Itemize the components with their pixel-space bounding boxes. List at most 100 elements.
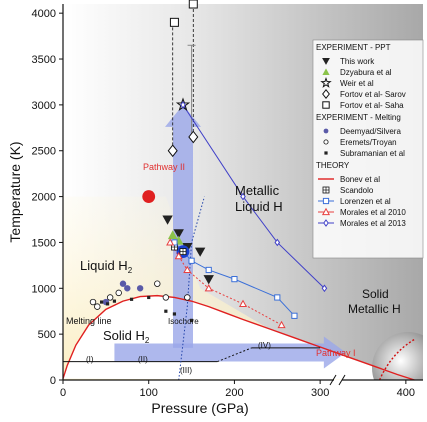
data-point [124,285,131,292]
legend: EXPERIMENT - PPT EXPERIMENT - Melting TH… [312,39,424,259]
data-point [105,302,110,306]
phase-2-label: (II) [138,355,148,364]
melting-line-label: Melting line [66,316,112,326]
square-blue-marker [188,257,195,264]
square-blue-marker [322,197,330,205]
triangle-red-marker [277,320,286,329]
solid-metallic-label-1: Solid [362,287,389,301]
isochore-label: Isochore [168,317,199,326]
square-marker [188,0,198,9]
diamond-blue-marker [274,238,281,247]
small-square-marker [189,318,194,322]
data-point [106,294,114,301]
isochore-line [178,196,205,381]
legend-swatch [322,186,330,194]
legend-label: Eremets/Troyan [340,138,397,147]
data-point [183,265,192,274]
data-point [167,230,178,240]
triangle-down-marker [173,229,184,239]
legend-label: This work [340,57,375,66]
triangle-red-marker [204,284,213,292]
triangle-down-marker [162,215,173,225]
y-tick-label: 0 [50,375,56,387]
legend-box [312,39,424,259]
square-blue-marker [274,294,281,301]
data-point [89,298,97,306]
legend-label: Fortov et al- Sarov [340,90,406,99]
legend-label: Fortov et al- Saha [340,101,404,110]
legend-swatch [323,139,329,145]
x-axis-label: Pressure (GPa) [151,400,248,416]
data-point [164,309,168,313]
legend-label: Bonev et al [340,175,380,184]
data-point [179,248,187,256]
circle-filled-marker [323,128,329,134]
data-point [274,294,281,301]
y-tick-label: 1000 [32,283,56,295]
x-tick-label: 400 [397,387,415,399]
star-marker [320,76,332,88]
diamond-blue-marker [240,192,246,201]
data-point [204,284,213,292]
legend-items: This work Dzyabura et al Weir et al Fortov … [318,57,406,228]
data-point [147,295,151,300]
legend-label: Morales et al 2013 [340,219,406,228]
legend-swatch [322,68,330,75]
phase-1-label: (I) [86,355,94,364]
legend-swatch [322,101,330,109]
small-square-marker [129,297,134,301]
data-point [205,266,212,274]
solid-metallic-boundary [378,338,416,381]
data-point [291,312,298,319]
data-point [142,190,156,203]
x-tick-label: 100 [140,387,158,399]
legend-swatch [322,88,330,100]
x-tick-label: 0 [60,387,66,399]
data-point [169,17,179,27]
phase-4-label: (IV) [258,341,271,350]
square-blue-marker [205,266,212,274]
small-square-marker [105,302,110,306]
x-tick-label: 300 [311,387,329,399]
square-blue-marker [231,276,238,283]
pathway-1-arrow [114,336,346,369]
circle-filled-marker [119,280,127,287]
square-blue-marker [291,312,298,319]
pathway-2-arrow [165,104,201,348]
circle-open-marker [162,294,170,301]
diamond-marker [322,88,330,100]
y-tick-label: 500 [38,329,56,341]
data-point [194,247,206,257]
data-point [238,299,248,307]
y-tick-label: 2000 [32,192,56,204]
y-tick-label: 1500 [32,237,56,249]
circle-filled-marker [136,285,144,292]
circle-open-marker [94,303,101,310]
legend-swatch [320,76,332,88]
data-point [99,300,104,304]
legend-label: Dzyabura et al [340,68,392,77]
triangle-red-marker [321,207,331,216]
circle-open-marker [154,280,161,287]
square-marker [169,17,179,27]
legend-swatch [322,197,330,205]
data-point [231,276,238,283]
small-square-marker [112,299,117,303]
metallic-sphere [372,332,423,380]
circle-open-marker [184,294,191,301]
legend-label: Morales et al 2010 [340,208,406,217]
red-circle-marker [142,190,156,203]
data-point [115,289,122,297]
small-square-marker [164,309,168,313]
small-square-marker [99,300,104,304]
data-point [188,257,195,264]
small-square-marker [147,295,151,300]
legend-header-ppt: EXPERIMENT - PPT [316,43,391,52]
bonev-melting-line [62,294,415,381]
y-tick-label: 3500 [32,54,56,66]
data-point [203,275,214,285]
data-point [112,299,117,303]
circle-open-marker [89,298,97,306]
legend-header-melting: EXPERIMENT - Melting [316,113,401,122]
